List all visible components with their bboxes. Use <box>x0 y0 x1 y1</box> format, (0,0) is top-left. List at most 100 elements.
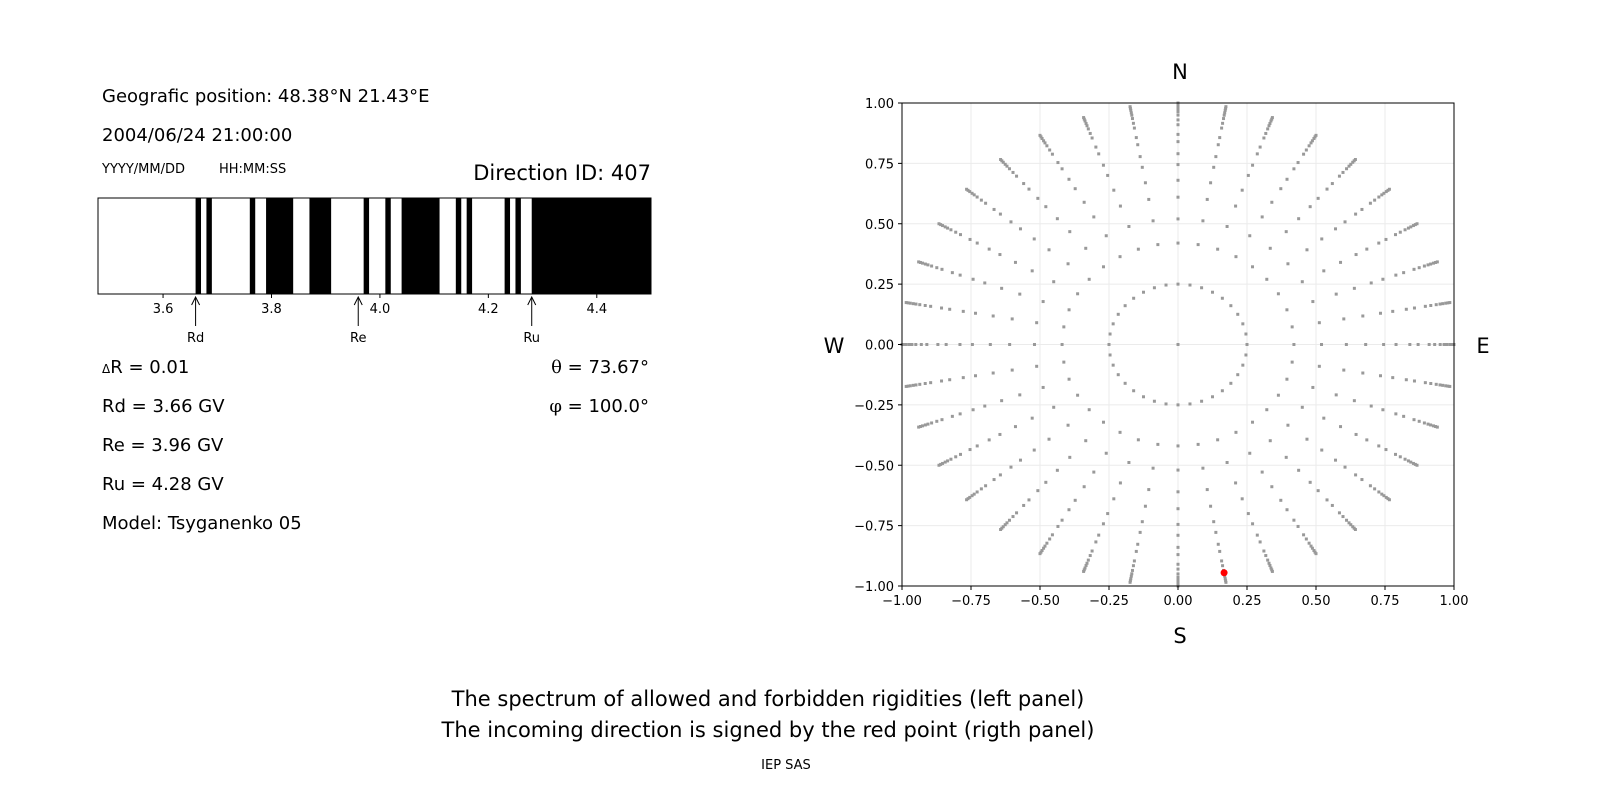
direction-point <box>1123 304 1127 308</box>
west-label: W <box>824 334 845 358</box>
direction-point <box>1005 521 1009 525</box>
credit: IEP SAS <box>761 758 811 773</box>
direction-point <box>1373 487 1377 491</box>
direction-point <box>929 304 933 308</box>
direction-point <box>1010 317 1014 321</box>
direction-id: Direction ID: 407 <box>473 161 651 185</box>
direction-point <box>1176 572 1180 576</box>
direction-point <box>1246 173 1250 177</box>
direction-point <box>1434 382 1438 386</box>
direction-point <box>1251 420 1255 424</box>
forbidden-band <box>363 198 370 294</box>
forbidden-band <box>195 198 202 294</box>
direction-point <box>958 343 962 346</box>
direction-point <box>1060 518 1064 522</box>
direction-point <box>1151 466 1155 470</box>
direction-point <box>1444 384 1448 388</box>
direction-point <box>1152 286 1156 290</box>
direction-point <box>1036 196 1040 200</box>
direction-point <box>1245 343 1249 346</box>
direction-point <box>1088 131 1092 135</box>
direction-point <box>999 527 1003 531</box>
direction-point <box>1431 424 1435 428</box>
direction-point <box>1176 507 1180 511</box>
direction-point <box>1296 161 1300 165</box>
direction-point <box>1176 444 1180 448</box>
direction-point <box>1007 518 1011 522</box>
direction-point <box>1083 119 1087 123</box>
direction-point <box>1132 296 1136 300</box>
direction-point <box>1082 485 1086 489</box>
direction-point <box>937 463 941 467</box>
direction-point <box>1339 260 1343 264</box>
direction-point <box>1236 312 1240 316</box>
direction-point <box>1248 451 1252 455</box>
direction-point <box>1209 504 1213 508</box>
direction-point <box>1152 399 1156 403</box>
direction-point <box>979 198 983 202</box>
direction-point <box>1387 498 1391 502</box>
forbidden-band <box>515 198 521 294</box>
direction-point <box>935 266 939 270</box>
direction-point <box>1116 373 1120 377</box>
direction-point <box>1076 292 1080 296</box>
direction-point <box>1404 307 1408 311</box>
direction-point <box>1325 187 1329 191</box>
direction-point <box>940 267 944 271</box>
direction-point <box>1240 497 1244 501</box>
direction-point <box>1342 368 1346 372</box>
direction-point <box>1055 217 1059 221</box>
direction-point <box>1009 220 1013 224</box>
direction-point <box>1302 533 1306 537</box>
direction-point <box>1415 463 1419 467</box>
direction-point <box>1241 363 1245 367</box>
direction-point <box>1305 437 1309 441</box>
direction-point <box>1264 554 1268 558</box>
direction-point <box>1094 145 1098 149</box>
direction-point <box>914 343 918 346</box>
direction-point <box>1444 301 1448 305</box>
direction-point <box>1111 322 1115 326</box>
direction-point <box>1044 480 1048 484</box>
direction-point <box>1176 107 1180 111</box>
direction-point <box>1264 131 1268 135</box>
direction-point <box>1128 105 1132 109</box>
direction-point <box>1131 564 1135 568</box>
direction-point <box>1130 568 1134 572</box>
direction-point <box>1205 488 1209 492</box>
direction-point <box>1234 204 1238 208</box>
ru-value: Ru = 4.28 GV <box>102 474 224 495</box>
direction-point <box>1087 277 1091 281</box>
direction-point <box>1408 343 1412 346</box>
direction-point <box>971 408 975 412</box>
direction-point <box>1431 261 1435 265</box>
direction-point <box>1050 533 1054 537</box>
direction-point <box>1304 148 1308 152</box>
direction-point <box>1151 219 1155 223</box>
direction-point <box>1441 383 1445 387</box>
direction-point <box>1047 248 1051 252</box>
forbidden-band <box>504 198 511 294</box>
direction-point <box>950 414 954 418</box>
direction-point <box>941 461 945 465</box>
direction-point <box>1223 577 1227 581</box>
direction-point <box>1322 416 1326 420</box>
direction-point <box>992 478 996 482</box>
direction-point <box>1334 393 1338 397</box>
direction-point <box>1010 368 1014 372</box>
direction-point <box>930 421 934 425</box>
direction-point <box>1325 498 1329 502</box>
direction-point <box>1038 552 1042 556</box>
direction-point <box>1341 515 1345 519</box>
direction-point <box>1382 494 1386 498</box>
direction-point <box>1434 260 1438 264</box>
direction-point <box>1176 105 1180 109</box>
x-tick-label: −1.00 <box>882 594 922 609</box>
direction-point <box>1378 374 1382 378</box>
direction-point <box>941 224 945 228</box>
direction-point <box>1266 127 1270 131</box>
direction-point <box>919 343 923 346</box>
north-label: N <box>1172 60 1188 84</box>
direction-point <box>992 207 996 211</box>
direction-point <box>1448 301 1452 305</box>
